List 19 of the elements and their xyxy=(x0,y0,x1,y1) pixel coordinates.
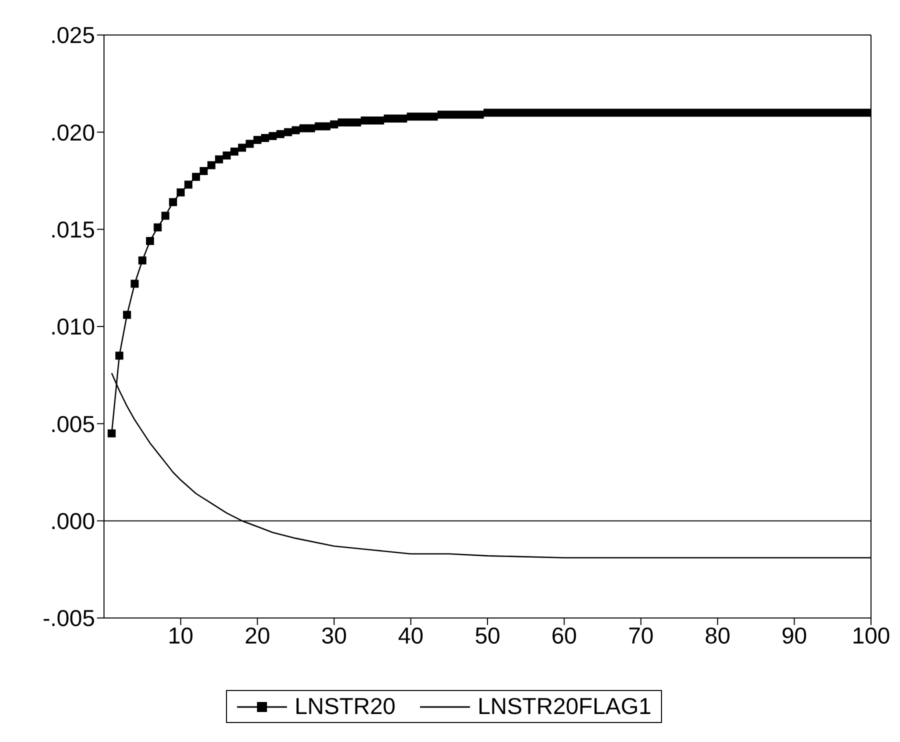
x-tick-label: 50 xyxy=(474,622,500,648)
y-tick-label: .020 xyxy=(50,119,95,146)
x-tick-label: 90 xyxy=(782,622,808,648)
legend-label: LNSTR20 xyxy=(294,693,396,720)
y-tick-label: .005 xyxy=(50,410,95,437)
legend-label: LNSTR20FLAG1 xyxy=(478,693,652,720)
y-tick-label: -.005 xyxy=(42,605,95,632)
y-tick-label: .000 xyxy=(50,508,95,534)
x-tick-label: 20 xyxy=(244,622,270,648)
x-tick-label: 40 xyxy=(398,622,424,648)
y-tick-label: .010 xyxy=(50,314,95,340)
x-tick-label: 60 xyxy=(551,622,577,648)
x-tick-label: 30 xyxy=(321,622,347,648)
x-tick-label: 70 xyxy=(628,622,654,648)
x-tick-label: 80 xyxy=(704,622,730,648)
x-tick-label: 100 xyxy=(852,622,890,648)
x-tick-label: 10 xyxy=(168,622,194,648)
y-tick-label: .015 xyxy=(50,216,95,242)
y-tick-label: .025 xyxy=(50,22,95,48)
